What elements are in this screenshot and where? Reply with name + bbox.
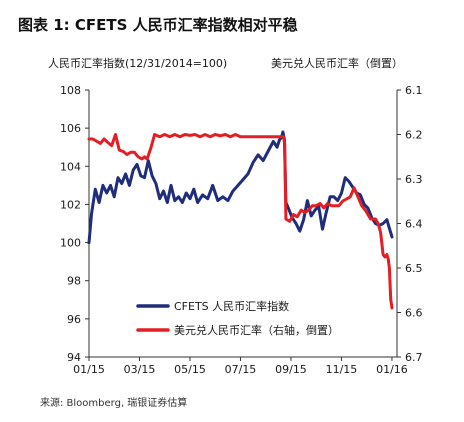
x-tick-label: 05/15 (174, 363, 206, 376)
left-axis-title: 人民币汇率指数(12/31/2014=100) (48, 57, 228, 70)
right-tick-label: 6.3 (405, 173, 423, 186)
right-tick-label: 6.5 (405, 262, 423, 275)
right-tick-label: 6.1 (405, 84, 423, 97)
left-tick-label: 104 (60, 160, 81, 173)
x-tick-label: 01/15 (73, 363, 105, 376)
x-tick-label: 11/15 (326, 363, 358, 376)
left-tick-label: 96 (67, 313, 81, 326)
left-tick-label: 102 (60, 198, 81, 211)
left-tick-label: 106 (60, 122, 81, 135)
legend-label: 美元兑人民币汇率（右轴，倒置） (174, 323, 339, 337)
right-tick-label: 6.6 (405, 307, 423, 320)
x-tick-label: 01/16 (376, 363, 408, 376)
left-tick-label: 98 (67, 275, 81, 288)
axes: 94 96 98 100 102 104 106 108 6.1 6.2 6.3 6.4 6.5 6.6 6… (60, 84, 423, 376)
source-note: 来源: Bloomberg, 瑞银证券估算 (40, 398, 188, 409)
series-layer (87, 130, 394, 310)
cfets-index-line (87, 130, 394, 245)
usdcny-line (87, 133, 394, 310)
x-tick-label: 07/15 (225, 363, 257, 376)
left-tick-label: 108 (60, 84, 81, 97)
right-tick-label: 6.2 (405, 129, 423, 142)
left-tick-label: 100 (60, 237, 81, 250)
figure-title: 图表 1: CFETS 人民币汇率指数相对平稳 (18, 16, 298, 34)
x-tick-label: 09/15 (275, 363, 307, 376)
legend-label: CFETS 人民币汇率指数 (174, 299, 289, 313)
right-tick-label: 6.4 (405, 218, 423, 231)
right-axis-title: 美元兑人民币汇率（倒置） (271, 57, 403, 70)
x-tick-label: 03/15 (124, 363, 156, 376)
right-tick-label: 6.7 (405, 351, 423, 364)
left-tick-label: 94 (67, 351, 81, 364)
